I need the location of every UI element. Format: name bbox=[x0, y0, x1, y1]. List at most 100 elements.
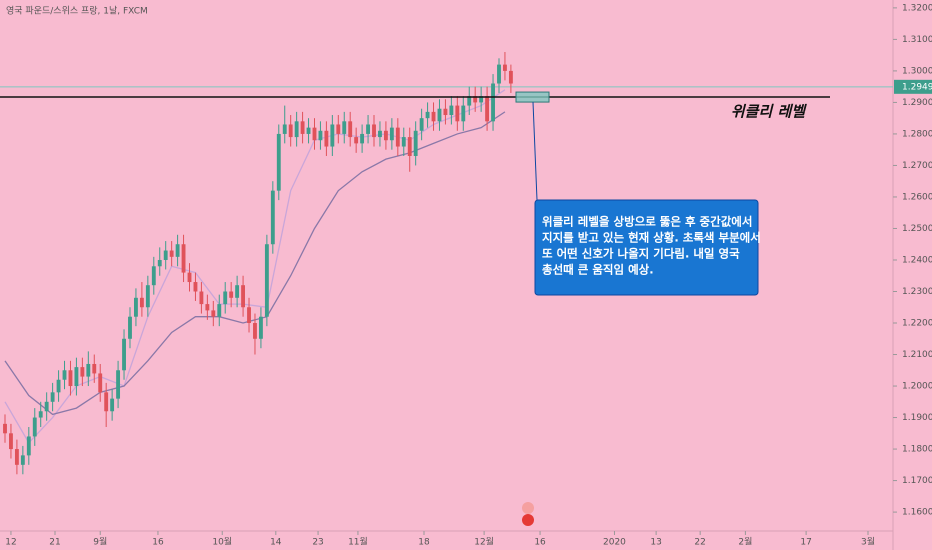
candle-body bbox=[264, 244, 269, 317]
x-tick-label: 16 bbox=[534, 538, 546, 548]
y-tick-label: 1.25000 bbox=[902, 224, 932, 234]
candle-body bbox=[324, 130, 329, 147]
candle-body bbox=[401, 137, 406, 147]
candle-body bbox=[491, 83, 495, 122]
candle-body bbox=[378, 130, 382, 138]
candle-body bbox=[217, 304, 222, 317]
candle-body bbox=[62, 370, 67, 380]
y-tick-label: 1.32000 bbox=[902, 3, 932, 13]
candle-body bbox=[348, 121, 353, 138]
candle-body bbox=[50, 392, 55, 402]
candle-body bbox=[497, 64, 501, 84]
candle-body bbox=[116, 370, 121, 399]
candle-body bbox=[479, 96, 484, 103]
candle-body bbox=[9, 433, 13, 450]
level-label: 위클리 레벨 bbox=[731, 103, 807, 121]
x-tick-label: 9월 bbox=[93, 536, 107, 548]
candle-body bbox=[229, 291, 234, 298]
candle-body bbox=[431, 111, 436, 122]
x-tick-label: 21 bbox=[49, 538, 60, 548]
candle-body bbox=[312, 127, 317, 141]
candle-body bbox=[330, 124, 335, 147]
candle-body bbox=[193, 282, 198, 292]
y-tick-label: 1.30000 bbox=[902, 66, 932, 76]
candle-body bbox=[467, 96, 472, 106]
candle-body bbox=[32, 417, 37, 437]
annotation-line: 총선때 큰 움직임 예상. bbox=[542, 263, 654, 277]
candle-body bbox=[389, 127, 394, 141]
candle-body bbox=[92, 363, 97, 374]
current-price-label: 1.29495 bbox=[902, 82, 932, 92]
candle-body bbox=[98, 373, 103, 393]
candle-body bbox=[366, 124, 370, 134]
candle-body bbox=[139, 297, 144, 308]
x-tick-label: 14 bbox=[270, 538, 282, 548]
y-tick-label: 1.19000 bbox=[902, 413, 932, 423]
candle-body bbox=[205, 304, 210, 311]
y-tick-label: 1.23000 bbox=[902, 287, 932, 297]
candle-body bbox=[175, 244, 180, 257]
candle-body bbox=[134, 297, 138, 317]
candle-body bbox=[20, 455, 25, 465]
candle-body bbox=[110, 398, 115, 412]
candle-body bbox=[3, 423, 7, 434]
chart-title: 영국 파운드/스위스 프랑, 1날, FXCM bbox=[6, 5, 148, 17]
candle-body bbox=[473, 96, 478, 103]
y-tick-label: 1.17000 bbox=[902, 476, 932, 486]
x-tick-label: 17 bbox=[800, 538, 811, 548]
candle-body bbox=[26, 436, 31, 456]
candle-body bbox=[80, 367, 85, 377]
candle-body bbox=[318, 130, 323, 141]
y-tick-label: 1.26000 bbox=[902, 192, 932, 202]
candle-body bbox=[425, 111, 430, 119]
y-tick-label: 1.29000 bbox=[902, 98, 932, 108]
candle-body bbox=[270, 190, 275, 245]
candle-body bbox=[437, 108, 442, 122]
connector bbox=[532, 102, 538, 201]
x-tick-label: 22 bbox=[694, 538, 705, 548]
x-tick-label: 2월 bbox=[738, 536, 752, 548]
y-tick-label: 1.31000 bbox=[902, 35, 932, 45]
candle-body bbox=[258, 316, 263, 339]
y-tick-label: 1.28000 bbox=[902, 129, 932, 139]
candle-body bbox=[508, 70, 513, 84]
candle-body bbox=[485, 96, 490, 122]
candle-body bbox=[276, 133, 281, 191]
x-tick-label: 12 bbox=[5, 538, 16, 548]
candle-body bbox=[14, 449, 19, 465]
y-tick-label: 1.16000 bbox=[902, 508, 932, 518]
candle-body bbox=[455, 105, 460, 122]
candle-body bbox=[104, 392, 109, 412]
event-icon bbox=[522, 502, 534, 514]
x-tick-label: 23 bbox=[312, 538, 323, 548]
candle-body bbox=[151, 266, 156, 286]
candle-body bbox=[503, 64, 507, 71]
candle-body bbox=[163, 250, 168, 260]
candle-body bbox=[241, 285, 246, 308]
candle-body bbox=[461, 105, 466, 122]
y-tick-label: 1.18000 bbox=[902, 445, 932, 455]
event-icon bbox=[522, 514, 534, 526]
candle-body bbox=[342, 121, 347, 134]
candle-body bbox=[282, 124, 287, 134]
y-tick-label: 1.20000 bbox=[902, 382, 932, 392]
candle-body bbox=[354, 137, 359, 144]
annotation-box bbox=[534, 199, 759, 296]
candle-body bbox=[235, 285, 240, 298]
candle-body bbox=[157, 259, 162, 267]
candle-body bbox=[128, 316, 132, 339]
x-tick-label: 13 bbox=[650, 538, 661, 548]
y-tick-label: 1.22000 bbox=[902, 319, 932, 329]
candle-body bbox=[145, 285, 150, 308]
candle-body bbox=[336, 124, 341, 134]
candle-body bbox=[372, 124, 376, 138]
annotation-line: 지지를 받고 있는 현재 상황. 초록색 부분에서 bbox=[542, 231, 761, 245]
candle-body bbox=[300, 121, 305, 134]
candle-body bbox=[86, 363, 91, 377]
candle-body bbox=[44, 401, 49, 412]
y-tick-label: 1.21000 bbox=[902, 350, 932, 360]
candle-body bbox=[56, 379, 61, 393]
